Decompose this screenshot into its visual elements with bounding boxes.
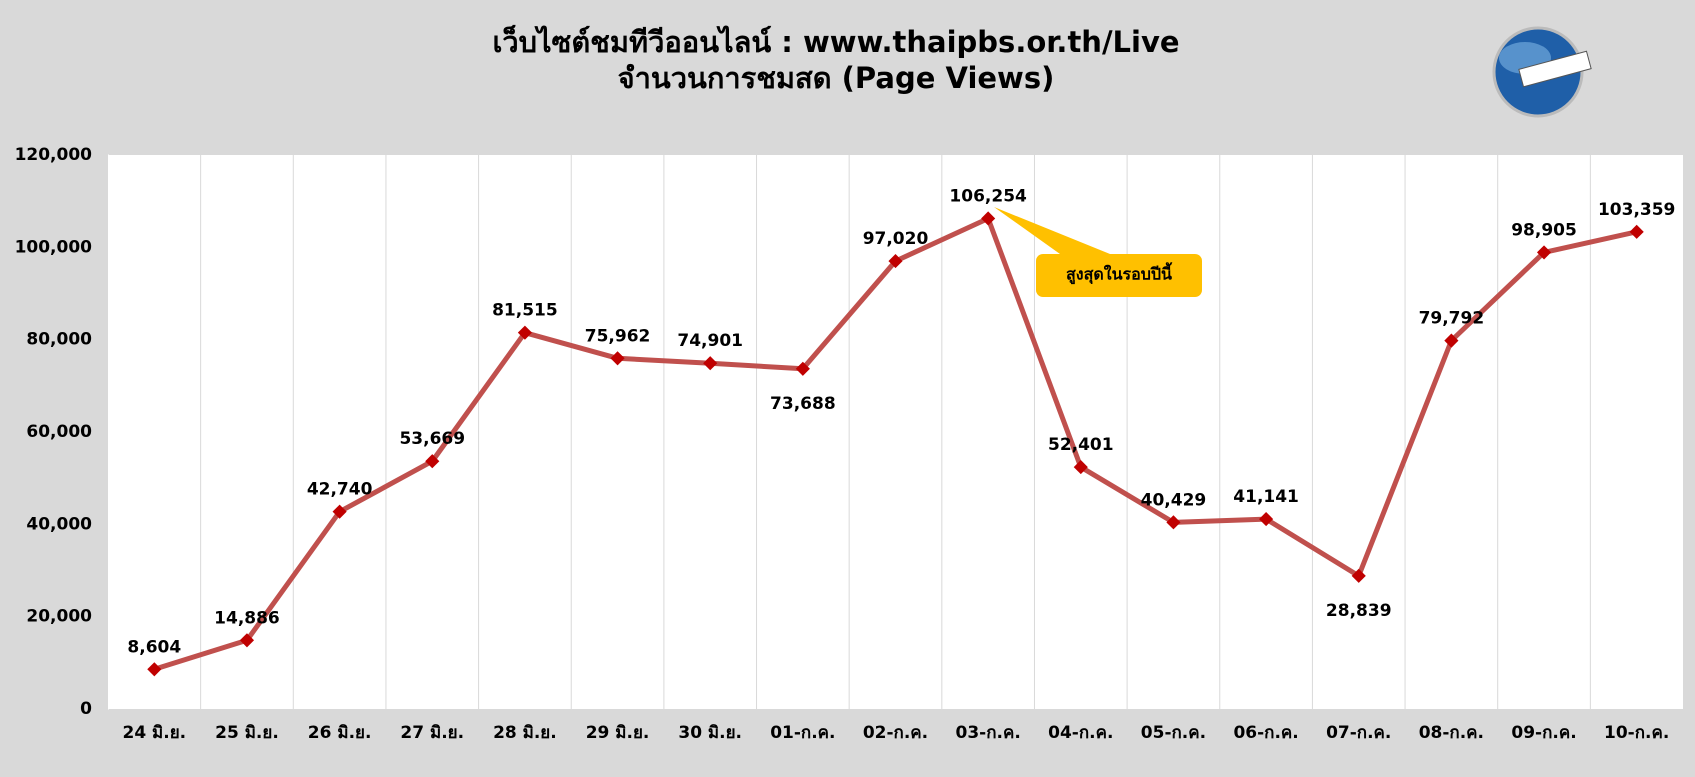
marker [1444, 333, 1459, 348]
x-tick-label: 26 มิ.ย. [308, 723, 372, 743]
data-label: 53,669 [399, 429, 465, 449]
data-label: 73,688 [770, 394, 836, 414]
x-tick-label: 05-ก.ค. [1141, 723, 1206, 743]
marker [795, 361, 810, 376]
marker [703, 356, 718, 371]
data-label: 106,254 [949, 186, 1027, 206]
x-tick-label: 08-ก.ค. [1419, 723, 1484, 743]
data-label: 40,429 [1141, 490, 1207, 510]
marker [1073, 460, 1088, 475]
y-tick-label: 100,000 [15, 237, 93, 257]
x-tick-label: 28 มิ.ย. [493, 723, 557, 743]
data-label: 103,359 [1598, 200, 1675, 220]
data-label: 42,740 [307, 480, 373, 500]
chart-subtitle: จำนวนการชมสด (Page Views) [618, 61, 1055, 95]
marker [1351, 568, 1366, 583]
data-label: 28,839 [1326, 601, 1392, 621]
marker [332, 504, 347, 519]
callout: สูงสุดในรอบปีนี้ [994, 207, 1202, 297]
data-label: 8,604 [127, 637, 181, 657]
data-label: 52,401 [1048, 435, 1114, 455]
data-label: 75,962 [585, 326, 651, 346]
x-tick-label: 27 มิ.ย. [400, 723, 464, 743]
plot-area [108, 155, 1683, 709]
x-tick-label: 25 มิ.ย. [215, 723, 279, 743]
marker [888, 254, 903, 269]
data-label: 81,515 [492, 301, 558, 321]
data-label: 74,901 [677, 331, 743, 351]
globe-icon [1492, 26, 1592, 118]
annotation: สูงสุดในรอบปีนี้ [1066, 262, 1172, 286]
y-tick-label: 80,000 [26, 330, 92, 350]
x-tick-label: 10-ก.ค. [1604, 723, 1669, 743]
marker [239, 633, 255, 648]
y-tick-label: 0 [80, 699, 92, 719]
data-label: 79,792 [1419, 309, 1485, 329]
marker [1629, 224, 1644, 239]
x-tick-label: 29 มิ.ย. [586, 723, 650, 743]
marker [1536, 245, 1552, 260]
data-label: 98,905 [1511, 220, 1577, 240]
y-tick-label: 20,000 [26, 607, 92, 627]
marker [425, 454, 440, 469]
marker [610, 351, 625, 366]
x-tick-label: 01-ก.ค. [770, 723, 835, 743]
x-tick-label: 03-ก.ค. [955, 723, 1020, 743]
marker [517, 325, 532, 340]
y-tick-label: 40,000 [26, 514, 92, 534]
x-tick-label: 07-ก.ค. [1326, 723, 1391, 743]
marker [981, 211, 996, 226]
marker [1259, 511, 1274, 527]
chart-title: เว็บไซต์ชมทีวีออนไลน์ : www.thaipbs.or.t… [492, 24, 1179, 59]
x-tick-label: 24 มิ.ย. [122, 723, 186, 743]
marker [147, 662, 162, 677]
y-tick-label: 60,000 [26, 422, 92, 442]
x-tick-label: 30 มิ.ย. [678, 723, 742, 743]
marker [1166, 515, 1181, 530]
data-label: 97,020 [863, 229, 929, 249]
y-tick-label: 120,000 [15, 145, 93, 165]
data-label: 14,886 [214, 608, 280, 628]
data-label: 41,141 [1233, 487, 1299, 507]
x-tick-label: 04-ก.ค. [1048, 723, 1113, 743]
x-tick-label: 09-ก.ค. [1511, 723, 1576, 743]
x-tick-label: 06-ก.ค. [1233, 723, 1298, 743]
x-tick-label: 02-ก.ค. [863, 723, 928, 743]
